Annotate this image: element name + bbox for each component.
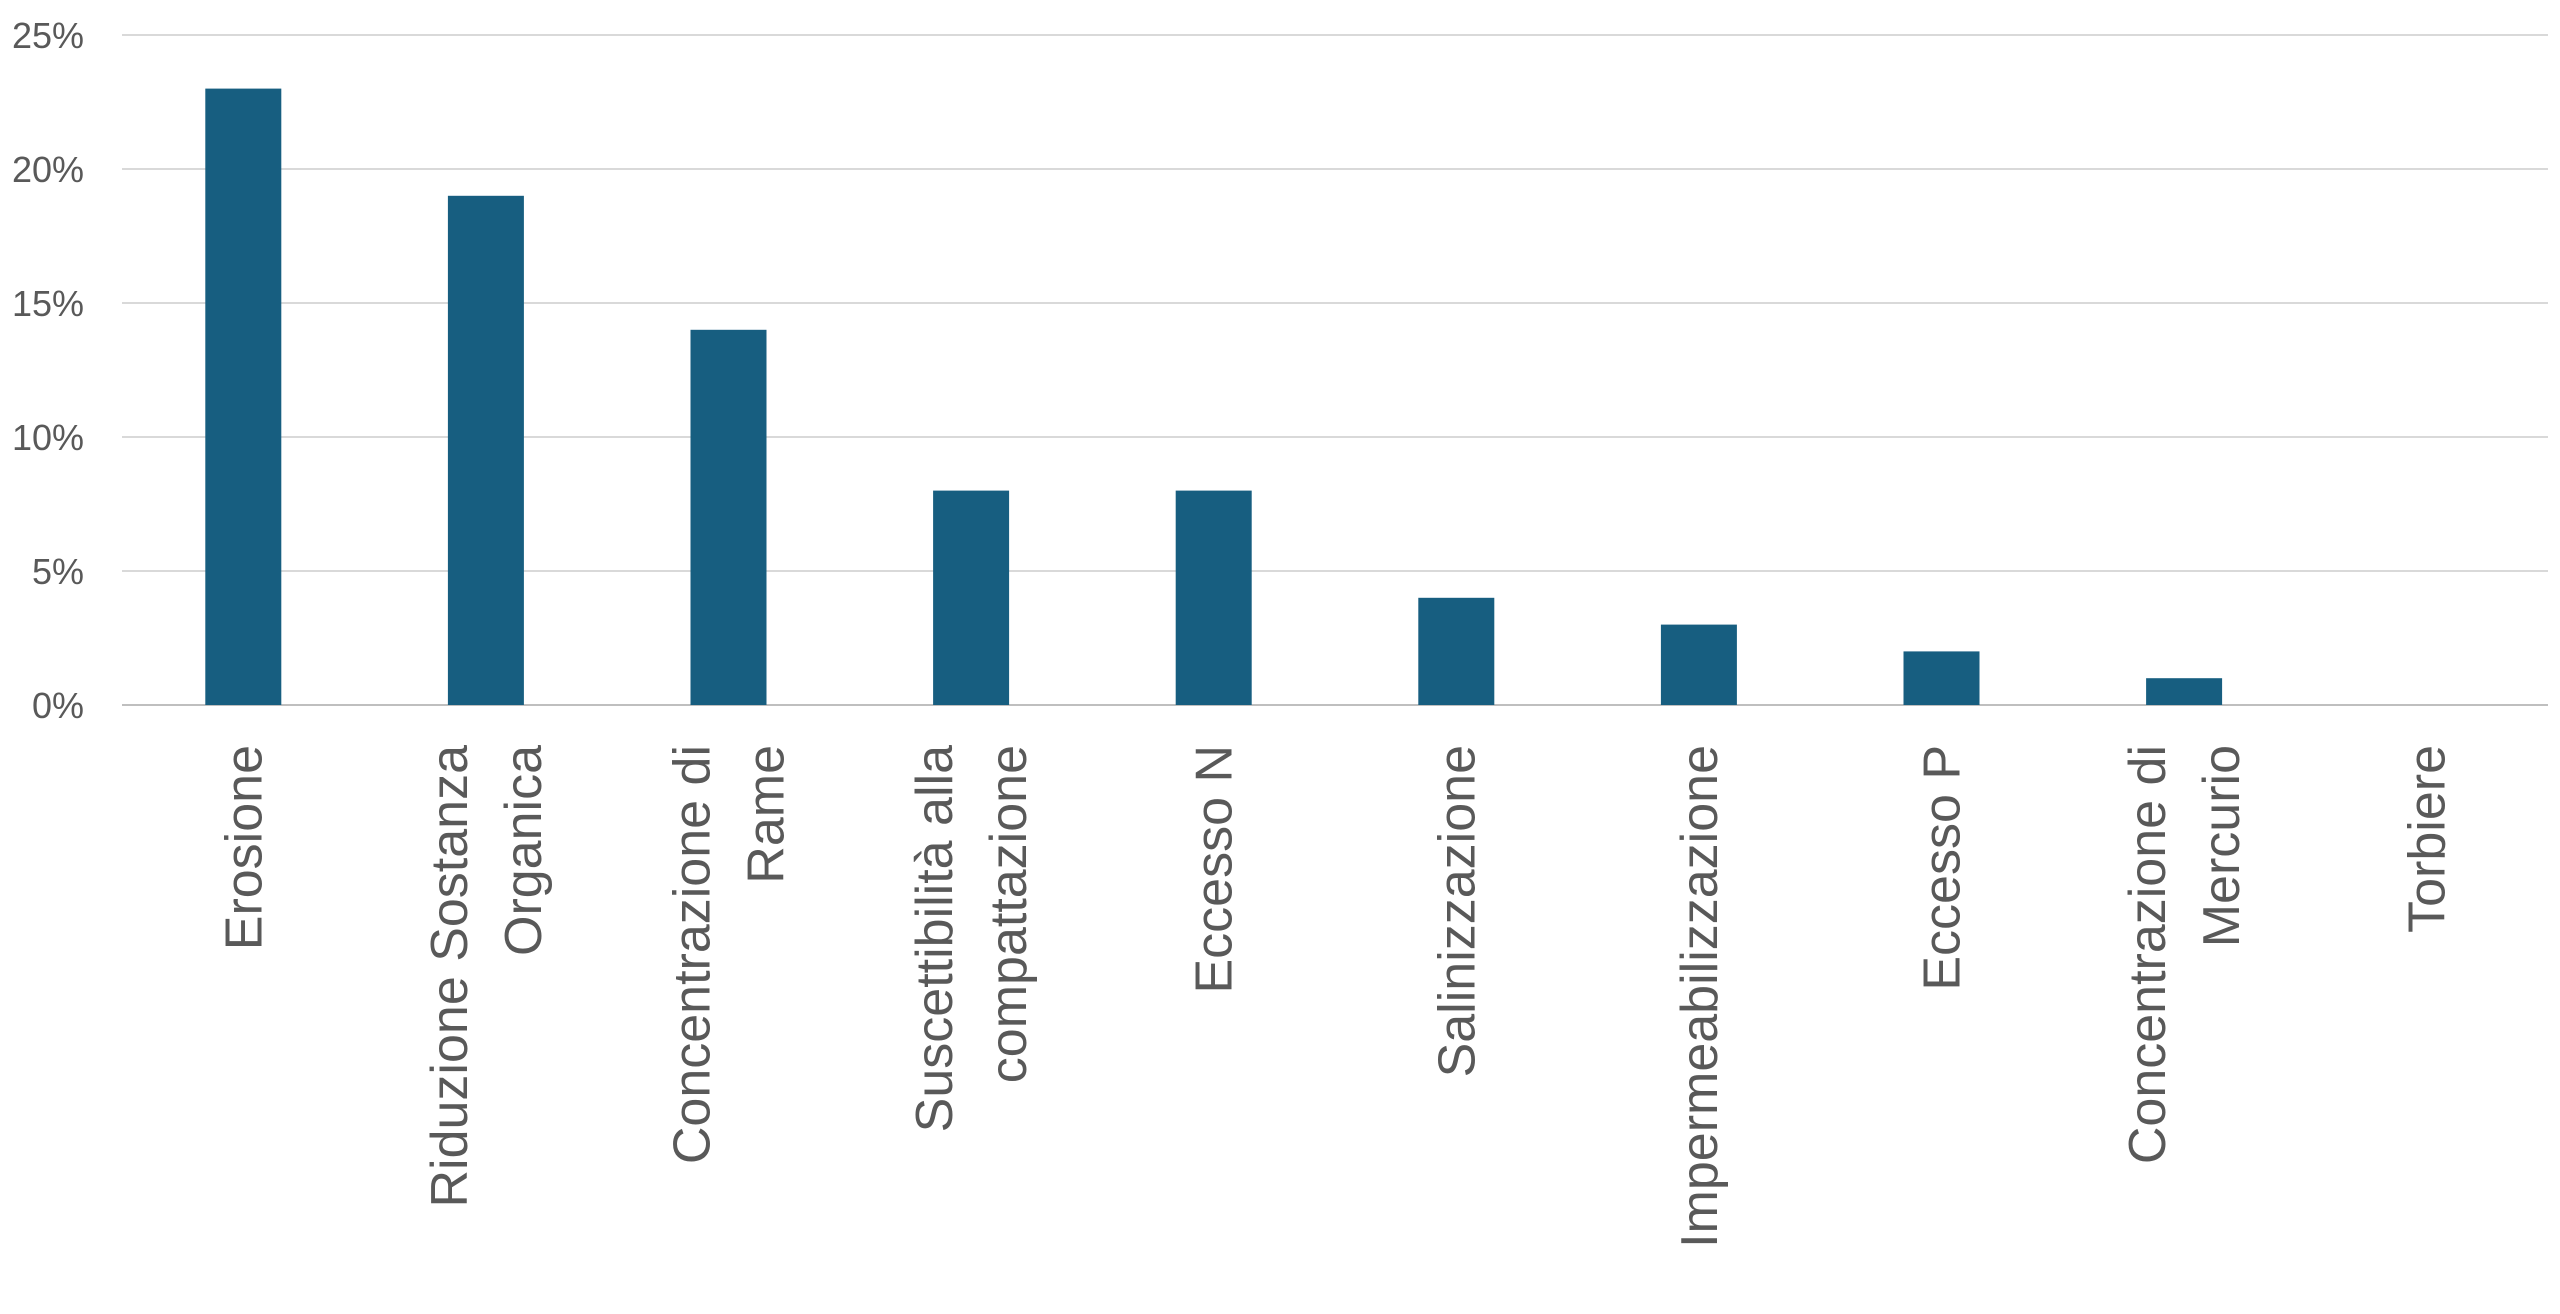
category-label-line: Organica xyxy=(495,745,553,956)
y-axis-tick-labels: 0% 5% 10% 15% 20% 25% xyxy=(12,15,84,726)
category-label-line: Concentrazione di xyxy=(664,745,722,1164)
category-label-line: Concentrazione di xyxy=(2119,745,2177,1164)
bars xyxy=(205,88,2223,706)
x-axis-category-labels: Erosione Riduzione Sostanza Organica Concen… xyxy=(215,745,2456,1248)
category-label: Erosione xyxy=(215,745,273,950)
category-label-line: Impermeabilizzazione xyxy=(1671,745,1729,1248)
category-label: Torbiere xyxy=(2399,745,2457,933)
category-label: Eccesso P xyxy=(1914,745,1972,991)
y-tick-label: 10% xyxy=(12,417,84,458)
y-tick-label: 20% xyxy=(12,149,84,190)
category-label: Salinizzazione xyxy=(1428,745,1486,1077)
category-label-line: Erosione xyxy=(215,745,273,950)
bar xyxy=(1903,651,1980,705)
bar xyxy=(2146,678,2223,705)
y-tick-label: 25% xyxy=(12,15,84,56)
bar xyxy=(1175,490,1252,705)
category-label: Eccesso N xyxy=(1186,745,1244,994)
y-tick-label: 5% xyxy=(32,551,84,592)
category-label-line: Eccesso P xyxy=(1914,745,1972,991)
y-tick-label: 15% xyxy=(12,283,84,324)
category-label-line: Suscettibilità alla xyxy=(906,745,964,1132)
category-label-line: Eccesso N xyxy=(1186,745,1244,994)
category-label: Suscettibilità alla compattazione xyxy=(906,745,1038,1132)
y-tick-label: 0% xyxy=(32,685,84,726)
bar xyxy=(933,490,1010,705)
category-label: Concentrazione di Mercurio xyxy=(2119,745,2251,1164)
category-label-line: Riduzione Sostanza xyxy=(421,745,479,1208)
category-label-line: Salinizzazione xyxy=(1428,745,1486,1077)
category-label-line: compattazione xyxy=(980,745,1038,1083)
bar xyxy=(447,195,524,706)
category-label-line: Torbiere xyxy=(2399,745,2457,933)
bar xyxy=(690,329,767,705)
grid-lines xyxy=(122,34,2548,706)
category-label-line: Rame xyxy=(738,745,796,884)
category-label: Riduzione Sostanza Organica xyxy=(421,745,553,1208)
bar xyxy=(205,88,282,706)
bar xyxy=(1418,597,1495,705)
category-label-line: Mercurio xyxy=(2193,745,2251,947)
category-label: Impermeabilizzazione xyxy=(1671,745,1729,1248)
bar xyxy=(1660,624,1737,705)
category-label: Concentrazione di Rame xyxy=(664,745,796,1164)
